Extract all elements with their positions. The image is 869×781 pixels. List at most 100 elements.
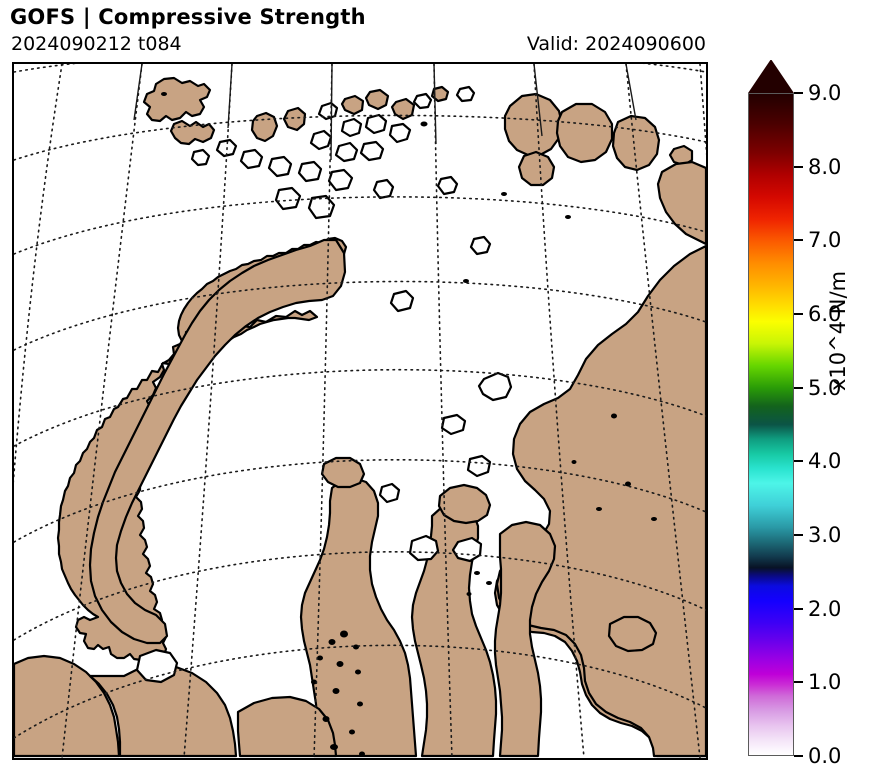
land-yamal (299, 476, 418, 758)
land-fjl-c (390, 97, 416, 121)
island-fjl-w7 (359, 140, 385, 162)
land-svalbard-west (142, 76, 212, 123)
colorbar-ticklabel-9.0: 9.0 (808, 81, 842, 105)
graticule-meridian-4 (313, 64, 333, 758)
dot-12 (486, 581, 492, 585)
island-tiny-2 (455, 85, 476, 103)
model-run-label: 2024090212 t084 (11, 33, 182, 55)
colorbar-ticklabel-1.0: 1.0 (808, 670, 842, 695)
dot-13 (466, 592, 472, 596)
valid-time-label: Valid: 2024090600 (526, 33, 706, 55)
graticule-meridian-5 (433, 64, 453, 758)
dot-24 (349, 729, 355, 735)
island-fjl-w4 (388, 122, 412, 144)
dot-10 (571, 460, 577, 464)
dot-5 (463, 279, 469, 283)
land-kola-peninsula (88, 663, 238, 758)
map-axes (12, 62, 708, 760)
graticule-parallel-5 (14, 368, 706, 447)
colorbar-tick-4.0 (794, 460, 803, 463)
colorbar-tick-3.0 (794, 534, 803, 536)
graticule-solid-6 (625, 64, 637, 121)
graticule-parallel-4 (14, 280, 706, 351)
land-severnaya-zemlya-2 (555, 102, 614, 164)
dot-1 (161, 92, 167, 96)
small-island-dots (161, 92, 657, 757)
graticule-parallel-8 (14, 644, 706, 739)
land-white-sea-coast (236, 695, 338, 758)
graticule-meridian-7 (625, 64, 701, 758)
colorbar-ticklabel-0.0: 0.0 (808, 744, 842, 768)
graticule-solid-segments (133, 64, 637, 161)
colorbar-tick-2.0 (794, 607, 803, 610)
colorbar-ticklabel-2.0: 2.0 (808, 596, 842, 621)
colorbar-tick-7.0 (794, 239, 803, 242)
dot-6 (611, 413, 617, 419)
island-fjl-w13 (274, 186, 302, 211)
land-kvitoya (282, 106, 307, 132)
graticule-solid-4 (227, 64, 233, 129)
land-taz (493, 520, 557, 758)
dot-9 (651, 517, 657, 521)
unfilled-island-outlines (135, 85, 513, 684)
dot-23 (322, 716, 330, 722)
dot-20 (311, 679, 317, 685)
colorbar-ticklabel-8.0: 8.0 (808, 154, 842, 179)
graticule-meridian-6 (533, 64, 585, 758)
dot-21 (332, 688, 340, 694)
dot-8 (596, 507, 602, 511)
colorbar-ticklabel-7.0: 7.0 (808, 228, 842, 253)
dot-7 (625, 481, 631, 487)
island-fjl-w2 (340, 117, 363, 138)
graticule-solid-2 (433, 64, 437, 145)
dot-17 (317, 655, 323, 661)
island-fjl-w14 (307, 194, 336, 220)
land-bolshevik (517, 150, 556, 187)
map-plot (14, 64, 706, 758)
land-lena-delta-bits (607, 615, 658, 653)
island-tiny-1 (412, 92, 433, 110)
island-fjl-w3 (364, 113, 388, 135)
island-bear (372, 178, 395, 200)
graticule-parallel-7 (14, 551, 706, 641)
dot-3 (501, 192, 507, 196)
dot-2 (420, 121, 428, 127)
colorbar-tick-8.0 (794, 165, 803, 168)
colorbar-tick-0.0 (794, 755, 803, 757)
island-fjl-w5 (309, 129, 333, 151)
land-severnaya-zemlya-3 (611, 114, 661, 172)
dot-4 (565, 215, 571, 219)
island-kara-1 (408, 534, 440, 562)
colorbar-axis-label: x10^4 N/m (826, 270, 850, 391)
island-fjl-w11 (297, 160, 323, 183)
dot-18 (336, 661, 344, 667)
colorbar-tick-6.0 (794, 313, 803, 315)
dot-14 (340, 630, 348, 638)
dot-19 (355, 669, 361, 675)
dot-25 (330, 744, 338, 750)
island-fjl-w9 (239, 148, 264, 170)
island-tiny-3 (436, 175, 459, 196)
colorbar-ticklabel-6.0: 6.0 (808, 302, 842, 326)
colorbar-tick-5.0 (794, 386, 803, 389)
colorbar-gradient-body[interactable] (748, 93, 794, 756)
land-yamal-tip (320, 456, 366, 489)
island-kara-3 (378, 482, 401, 504)
graticule-meridian-3 (183, 64, 233, 758)
graticule-meridian-8 (699, 64, 706, 156)
colorbar[interactable]: 9.0 8.0 7.0 6.0 5.0 4.0 3.0 2.0 1.0 0.0 (748, 60, 841, 768)
graticule-solid-5 (133, 64, 143, 121)
land-novaya-zemlya-body (88, 238, 347, 645)
land-fjl-a (340, 94, 365, 116)
graticule-parallel-2 (14, 114, 706, 161)
graticule-solid-3 (533, 64, 543, 137)
page-title: GOFS | Compressive Strength (10, 5, 366, 29)
colorbar-extend-max-arrow (748, 60, 794, 94)
island-ushakov (469, 235, 492, 256)
land-fjl-b (364, 88, 390, 111)
island-uedineniya (466, 454, 492, 478)
land-svalbard-east (169, 119, 216, 146)
island-fjl-w10 (267, 155, 293, 178)
graticule-parallel-6 (14, 458, 706, 543)
